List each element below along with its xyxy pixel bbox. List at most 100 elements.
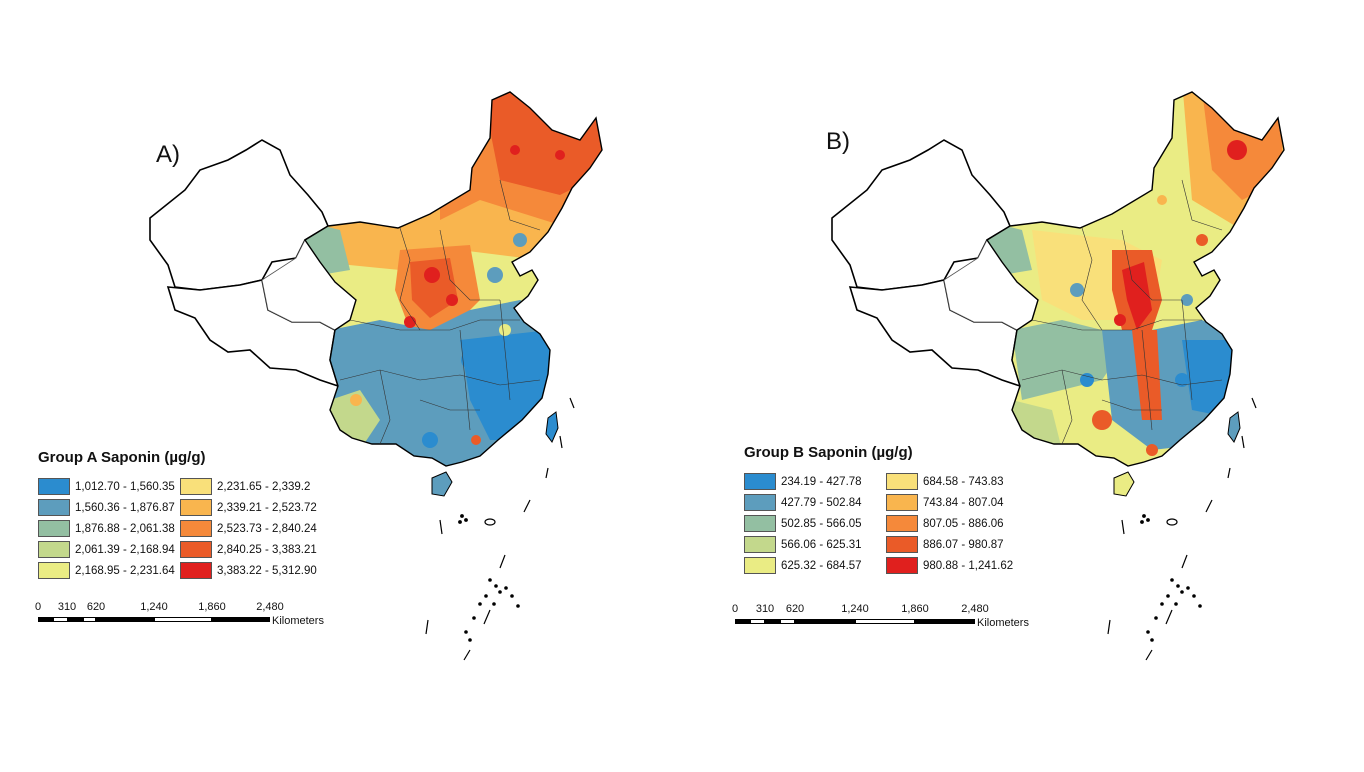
legend-swatch <box>744 515 776 532</box>
legend-item: 807.05 - 886.06 <box>886 513 1036 534</box>
scalebar-a: 0 310 620 1,240 1,860 2,480 Kilometers <box>34 601 338 627</box>
interpolation-surface-b <box>987 92 1284 466</box>
scale-tick: 1,240 <box>841 603 869 615</box>
scale-segment <box>735 619 750 624</box>
legend-swatch <box>38 562 70 579</box>
legend-item: 2,061.39 - 2,168.94 <box>38 539 178 560</box>
scale-segment <box>915 619 975 624</box>
legend-item: 1,876.88 - 2,061.38 <box>38 518 178 539</box>
legend-label: 2,339.21 - 2,523.72 <box>217 501 317 514</box>
legend-item: 3,383.22 - 5,312.90 <box>180 560 330 581</box>
legend-swatch <box>744 473 776 490</box>
legend-swatch <box>744 494 776 511</box>
legend-item: 427.79 - 502.84 <box>744 492 884 513</box>
scale-segment <box>765 619 780 624</box>
south-china-sea-islands-a <box>425 397 575 661</box>
scale-tick: 1,860 <box>198 601 226 613</box>
legend-label: 2,061.39 - 2,168.94 <box>75 543 175 556</box>
scale-tick: 1,860 <box>901 603 929 615</box>
legend-label: 743.84 - 807.04 <box>923 496 1004 509</box>
scale-segment <box>750 619 765 624</box>
legend-swatch <box>744 536 776 553</box>
legend-swatch <box>180 478 212 495</box>
scale-segment <box>212 617 270 622</box>
map-panel-b: B) Group B Saponin (µg/g) 234.19 - 427.7… <box>682 0 1364 772</box>
scale-tick: 1,240 <box>140 601 168 613</box>
scale-tick: 310 <box>755 603 775 615</box>
interpolation-surface-a <box>305 92 602 466</box>
hainan-island <box>1113 471 1135 497</box>
province-boundaries-b <box>1021 179 1223 445</box>
legend-label: 2,231.65 - 2,339.2 <box>217 480 311 493</box>
scale-tick: 0 <box>731 603 739 615</box>
legend-item: 502.85 - 566.05 <box>744 513 884 534</box>
province-boundaries-a <box>339 179 541 445</box>
china-map-a <box>149 91 603 661</box>
legend-label: 2,840.25 - 3,383.21 <box>217 543 317 556</box>
legend-swatch <box>886 494 918 511</box>
scale-segment <box>53 617 68 622</box>
legend-item: 1,560.36 - 1,876.87 <box>38 497 178 518</box>
legend-swatch <box>38 541 70 558</box>
scale-tick: 2,480 <box>256 601 284 613</box>
panel-label-a: A) <box>156 141 180 168</box>
scale-ticks-b: 0 310 620 1,240 1,860 2,480 <box>731 603 1045 617</box>
legend-swatch <box>38 520 70 537</box>
legend-title-b: Group B Saponin (µg/g) <box>744 444 913 461</box>
legend-item: 886.07 - 980.87 <box>886 534 1036 555</box>
legend-label: 886.07 - 980.87 <box>923 538 1004 551</box>
legend-a: Group A Saponin (µg/g) 1,012.70 - 1,560.… <box>38 449 330 581</box>
legend-item: 2,523.73 - 2,840.24 <box>180 518 330 539</box>
scale-tick: 620 <box>86 601 106 613</box>
scale-segment <box>38 617 53 622</box>
scale-tick: 0 <box>34 601 42 613</box>
legend-label: 1,876.88 - 2,061.38 <box>75 522 175 535</box>
legend-label: 566.06 - 625.31 <box>781 538 862 551</box>
legend-swatch <box>886 473 918 490</box>
hainan-island <box>431 471 453 497</box>
legend-label: 980.88 - 1,241.62 <box>923 559 1014 572</box>
legend-label: 2,168.95 - 2,231.64 <box>75 564 175 577</box>
legend-item: 684.58 - 743.83 <box>886 471 1036 492</box>
legend-grid-b: 234.19 - 427.78 427.79 - 502.84 502.85 - 5… <box>744 471 1036 576</box>
legend-swatch <box>38 499 70 516</box>
colored-region-outline-a <box>304 91 603 467</box>
legend-label: 807.05 - 886.06 <box>923 517 1004 530</box>
legend-item: 2,840.25 - 3,383.21 <box>180 539 330 560</box>
legend-label: 1,012.70 - 1,560.35 <box>75 480 175 493</box>
legend-label: 2,523.73 - 2,840.24 <box>217 522 317 535</box>
scale-unit-a: Kilometers <box>272 615 324 627</box>
legend-swatch <box>38 478 70 495</box>
legend-item: 980.88 - 1,241.62 <box>886 555 1036 576</box>
legend-label: 684.58 - 743.83 <box>923 475 1004 488</box>
scale-segment <box>68 617 83 622</box>
legend-label: 1,560.36 - 1,876.87 <box>75 501 175 514</box>
south-china-sea-islands-b <box>1107 397 1257 661</box>
taiwan-island <box>545 411 559 443</box>
legend-swatch <box>180 520 212 537</box>
colored-region-outline-b <box>986 91 1285 467</box>
legend-item: 2,339.21 - 2,523.72 <box>180 497 330 518</box>
legend-swatch <box>886 536 918 553</box>
legend-label: 502.85 - 566.05 <box>781 517 862 530</box>
legend-label: 3,383.22 - 5,312.90 <box>217 564 317 577</box>
scale-bar-b: Kilometers <box>735 617 1045 629</box>
legend-swatch <box>886 515 918 532</box>
taiwan-island <box>1227 411 1241 443</box>
legend-label: 625.32 - 684.57 <box>781 559 862 572</box>
legend-swatch <box>886 557 918 574</box>
scale-segment <box>855 619 915 624</box>
scale-tick: 310 <box>57 601 77 613</box>
legend-label: 234.19 - 427.78 <box>781 475 862 488</box>
panel-label-b: B) <box>826 128 850 155</box>
scale-unit-b: Kilometers <box>977 617 1029 629</box>
legend-grid-a: 1,012.70 - 1,560.35 1,560.36 - 1,876.87 1,… <box>38 476 330 581</box>
scale-ticks-a: 0 310 620 1,240 1,860 2,480 <box>34 601 338 615</box>
scale-segment <box>154 617 212 622</box>
legend-swatch <box>180 562 212 579</box>
scale-tick: 620 <box>785 603 805 615</box>
scalebar-b: 0 310 620 1,240 1,860 2,480 Kilometers <box>731 603 1045 629</box>
legend-swatch <box>180 499 212 516</box>
china-map-b <box>831 91 1285 661</box>
legend-item: 234.19 - 427.78 <box>744 471 884 492</box>
